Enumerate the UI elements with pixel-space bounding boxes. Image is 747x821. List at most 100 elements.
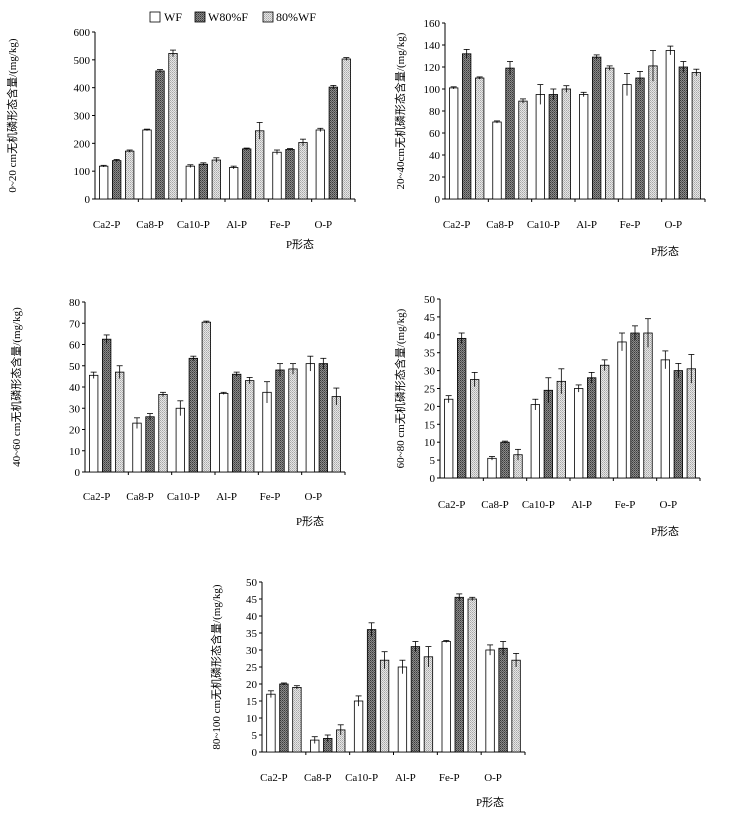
y-tick-label: 30 xyxy=(69,403,81,415)
bar-80wf xyxy=(125,150,135,200)
bar-80wf xyxy=(168,53,178,200)
y-tick-label: 10 xyxy=(69,446,81,458)
category-label: Ca2-P xyxy=(260,772,288,784)
category-label: O-P xyxy=(664,219,682,231)
y-tick-label: 35 xyxy=(246,628,258,640)
y-tick-label: 0 xyxy=(435,194,441,206)
bar-wf xyxy=(579,94,589,200)
bar-wf xyxy=(665,50,675,200)
bar-wf xyxy=(485,649,495,753)
bar-80wf xyxy=(331,396,341,473)
category-label: Al-P xyxy=(576,219,597,231)
x-axis-label: P形态 xyxy=(286,238,314,251)
bar-80wf xyxy=(201,321,211,473)
category-label: Al-P xyxy=(226,219,247,231)
bar-80wf xyxy=(556,380,566,479)
category-label: O-P xyxy=(484,772,502,784)
x-axis-label: P形态 xyxy=(651,245,679,258)
y-tick-label: 60 xyxy=(69,340,81,352)
y-tick-label: 200 xyxy=(74,138,91,150)
y-tick-label: 30 xyxy=(424,366,436,378)
category-label: Ca10-P xyxy=(345,772,378,784)
bar-wf xyxy=(99,165,109,200)
legend-label-80wf: 80%WF xyxy=(276,10,316,24)
category-label: Fe-P xyxy=(260,491,281,503)
chart-panel-3: 0 10 20 30 40 50 60 70 80 Ca2-P Ca8-P Ca10-P Al-P Fe-… xyxy=(9,297,346,528)
bar-80wf xyxy=(298,142,308,200)
bar-wf xyxy=(262,391,272,473)
y-tick-label: 400 xyxy=(74,83,91,95)
y-tick-label: 0 xyxy=(430,473,436,485)
bar-w80f xyxy=(673,370,683,479)
bar-w80f xyxy=(543,389,553,479)
bar-wf xyxy=(397,666,408,753)
bar-80wf xyxy=(467,598,477,753)
y-axis-label: 0~20 cm无机磷形态含量/(mg/kg) xyxy=(5,38,19,192)
bar-w80f xyxy=(285,149,295,200)
bar-80wf xyxy=(691,72,701,200)
y-tick-label: 0 xyxy=(75,467,81,479)
y-tick-label: 160 xyxy=(424,18,441,30)
bar-80wf xyxy=(511,659,521,753)
y-tick-label: 5 xyxy=(252,730,258,742)
bar-w80f xyxy=(630,332,640,479)
y-tick-label: 15 xyxy=(246,696,258,708)
bar-wf xyxy=(219,392,229,473)
y-tick-label: 30 xyxy=(246,645,258,657)
bar-w80f xyxy=(410,646,421,753)
bar-w80f xyxy=(635,77,645,200)
y-tick-label: 40 xyxy=(246,611,258,623)
y-tick-label: 100 xyxy=(424,84,441,96)
category-label: Al-P xyxy=(395,772,416,784)
y-tick-label: 10 xyxy=(424,437,436,449)
bar-wf xyxy=(617,341,627,479)
bar-wf xyxy=(315,129,325,200)
bar-w80f xyxy=(548,94,558,200)
y-tick-label: 40 xyxy=(424,330,436,342)
bar-wf xyxy=(487,457,497,479)
y-tick-label: 80 xyxy=(69,297,81,309)
y-tick-label: 80 xyxy=(429,106,441,118)
y-tick-label: 20 xyxy=(246,679,258,691)
bar-wf xyxy=(622,84,632,200)
bar-w80f xyxy=(155,70,165,200)
y-tick-label: 25 xyxy=(246,662,258,674)
bar-80wf xyxy=(475,77,485,200)
y-tick-label: 25 xyxy=(424,384,436,396)
bar-w80f xyxy=(279,683,289,753)
category-label: O-P xyxy=(304,491,322,503)
y-tick-label: 300 xyxy=(74,111,91,123)
category-label: Fe-P xyxy=(620,219,641,231)
bar-wf xyxy=(229,167,239,200)
x-axis-label: P形态 xyxy=(296,515,324,528)
bar-80wf xyxy=(561,88,571,200)
bar-80wf xyxy=(518,100,528,200)
bar-80wf xyxy=(255,130,265,200)
bar-wf xyxy=(142,129,152,200)
category-label: Ca2-P xyxy=(93,219,121,231)
bar-w80f xyxy=(498,647,508,753)
category-label: Fe-P xyxy=(270,219,291,231)
category-label: O-P xyxy=(314,219,332,231)
bar-wf xyxy=(492,121,502,200)
bar-w80f xyxy=(242,148,252,200)
bar-80wf xyxy=(648,65,658,200)
bar-wf xyxy=(535,94,545,200)
y-tick-label: 60 xyxy=(429,128,441,140)
y-axis-label: 40~60 cm无机磷形态含量/(mg/kg) xyxy=(9,307,23,467)
bar-w80f xyxy=(145,416,155,473)
y-tick-label: 20 xyxy=(429,172,441,184)
y-tick-label: 50 xyxy=(69,361,81,373)
bar-80wf xyxy=(341,58,351,200)
bar-wf xyxy=(441,641,451,753)
y-axis-label: 80~100 cm无机磷形态含量/(mg/kg) xyxy=(209,584,223,749)
bar-80wf xyxy=(292,687,302,753)
y-tick-label: 0 xyxy=(85,194,91,206)
bar-80wf xyxy=(643,332,653,479)
category-label: Fe-P xyxy=(439,772,460,784)
y-tick-label: 10 xyxy=(246,713,258,725)
bar-w80f xyxy=(232,373,242,473)
chart-panel-4: 0 5 10 15 20 25 30 35 40 45 50 Ca2-P Ca8-P Ca10-P Al-P… xyxy=(393,294,701,538)
bar-wf xyxy=(574,388,584,479)
